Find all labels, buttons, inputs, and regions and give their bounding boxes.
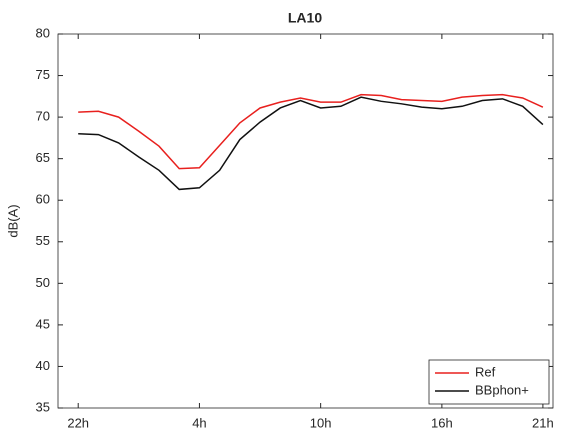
x-tick-label: 4h (192, 415, 206, 430)
x-tick-label: 10h (310, 415, 332, 430)
y-tick-label: 60 (36, 192, 50, 207)
x-tick-label: 16h (431, 415, 453, 430)
plot-area (57, 33, 554, 409)
chart-title: LA10 (288, 10, 322, 26)
line (78, 93, 544, 170)
y-tick-label: 55 (36, 233, 50, 248)
y-tick-label: 75 (36, 67, 50, 82)
legend-label: BBphon+ (475, 382, 529, 397)
legend-label: Ref (475, 364, 496, 379)
y-tick-label: 50 (36, 275, 50, 290)
x-tick-label: 21h (532, 415, 554, 430)
y-tick-label: 65 (36, 150, 50, 165)
y-tick-label: 45 (36, 316, 50, 331)
y-tick-label: 80 (36, 25, 50, 40)
legend-box (428, 359, 550, 405)
y-tick-label: 40 (36, 358, 50, 373)
line (78, 96, 544, 191)
x-tick-label: 22h (67, 415, 89, 430)
y-axis-label: dB(A) (5, 204, 20, 237)
y-tick-label: 35 (36, 399, 50, 414)
y-tick-label: 70 (36, 109, 50, 124)
